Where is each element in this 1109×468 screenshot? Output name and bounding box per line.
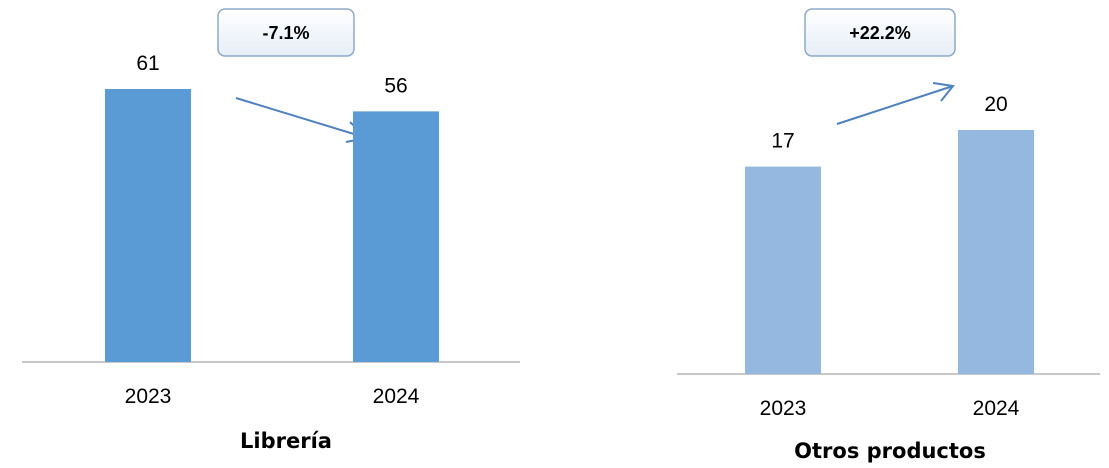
trend-arrow <box>836 82 955 125</box>
chart-title: Otros productos <box>794 439 986 463</box>
bars-group: 17 2023 20 2024 <box>745 93 1034 420</box>
x-tick-label: 2023 <box>125 385 172 408</box>
data-label: 17 <box>771 130 794 153</box>
data-label: 61 <box>136 52 159 75</box>
x-tick-label: 2024 <box>373 385 420 408</box>
change-badge-label: -7.1% <box>262 23 309 43</box>
change-badge-label: +22.2% <box>849 23 911 43</box>
trend-arrow <box>235 97 370 143</box>
data-label: 56 <box>384 74 407 97</box>
chart-title: Librería <box>240 429 332 453</box>
chart-libreria: -7.1% 61 2023 56 2024 Librería <box>22 8 520 453</box>
bars-group: 61 2023 56 2024 <box>105 52 439 408</box>
bar-2024 <box>958 130 1034 374</box>
bar-2023 <box>105 89 191 362</box>
bar-2024 <box>353 111 439 363</box>
data-label: 20 <box>984 93 1007 116</box>
x-tick-label: 2023 <box>760 397 807 420</box>
chart-otros-productos: +22.2% 17 2023 20 2024 Otros productos <box>677 8 1100 463</box>
change-badge <box>804 8 956 57</box>
x-tick-label: 2024 <box>973 397 1020 420</box>
change-badge <box>217 8 355 57</box>
bar-2023 <box>745 166 821 374</box>
